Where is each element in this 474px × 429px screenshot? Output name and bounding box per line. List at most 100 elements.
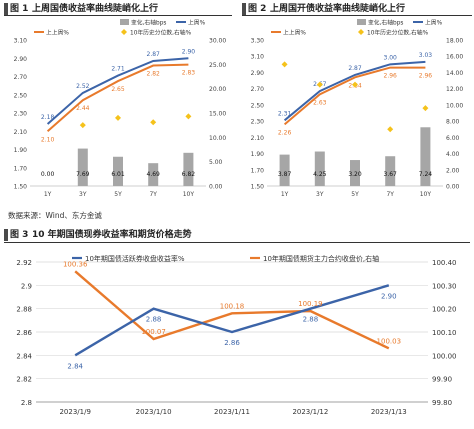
chart3-yleft-tick: 2.92	[16, 259, 32, 267]
chart1-line-label: 2.83	[182, 70, 196, 77]
chart2-bar-label: 3.87	[278, 171, 292, 178]
chart2-bar-label: 7.24	[419, 171, 433, 178]
chart1-yright-tick: 30.00	[209, 38, 226, 45]
chart1-yleft-tick: 3.10	[14, 38, 28, 45]
chart2-yright-tick: 12.00	[446, 86, 463, 93]
chart2-yleft-tick: 3.30	[251, 38, 265, 45]
chart3-yright-tick: 99.90	[432, 376, 452, 384]
figure-1-header: 图 1 上周国债收益率曲线陡峭化上行	[4, 3, 234, 15]
chart2-line-label: 3.00	[384, 54, 398, 61]
chart1-line-label: 2.10	[41, 136, 55, 143]
chart-3: 2.8 2.82 2.84 2.86 2.88 2.9 2.92 99.80 99.90 100.…	[16, 254, 457, 416]
figure-3-header: 图 3 10 年期国债现券收益率和期货价格走势	[4, 229, 472, 241]
chart3-yleft-tick: 2.82	[16, 376, 32, 384]
chart2-legend-prev-week: 上上周%	[283, 29, 306, 37]
chart1-line-prev-week	[46, 63, 189, 133]
chart1-legend-swatch-percentile	[121, 29, 127, 35]
chart2-yright-tick: 0.00	[446, 184, 460, 191]
figure-1-marker	[4, 3, 8, 15]
chart1-x-tick: 1Y	[44, 191, 52, 198]
chart3-yright-tick: 100.30	[432, 282, 457, 290]
chart1-yleft-tick: 2.50	[14, 92, 28, 99]
chart1-line-label: 2.90	[182, 48, 196, 55]
chart3-yleft-tick: 2.8	[21, 399, 32, 407]
chart1-legend-percentile: 10年历史分位数,右轴%	[130, 29, 192, 37]
chart1-yright-tick: 25.00	[209, 62, 226, 69]
chart1-bar	[148, 163, 159, 186]
chart2-bar-label: 3.67	[384, 171, 398, 178]
chart2-yleft-tick: 2.30	[251, 119, 265, 126]
chart1-bar-label: 4.69	[147, 171, 161, 178]
chart3-price-label: 100.19	[298, 300, 323, 308]
chart3-x-tick: 2023/1/12	[292, 408, 328, 416]
chart2-line-label: 2.96	[419, 73, 433, 80]
chart3-price-label: 100.18	[220, 302, 245, 310]
chart3-yright-tick: 100.10	[432, 329, 457, 337]
chart2-bar	[350, 160, 360, 186]
chart3-line-futures-price	[74, 270, 390, 350]
chart2-legend-last-week: 上周%	[425, 19, 443, 27]
chart1-x-tick: 7Y	[149, 191, 157, 198]
figure-2-number: 图 2	[248, 4, 267, 14]
chart2-yleft-tick: 2.90	[251, 70, 265, 77]
chart3-yield-label: 2.88	[146, 316, 162, 324]
chart2-legend-percentile: 10年历史分位数,右轴%	[367, 29, 429, 37]
figure-3-rule	[4, 242, 470, 243]
chart2-percentile-marker	[316, 81, 323, 88]
chart3-x-tick: 2023/1/11	[214, 408, 250, 416]
chart1-bar	[183, 152, 194, 186]
chart3-yright-tick: 99.80	[432, 399, 452, 407]
chart2-yright-tick: 8.00	[446, 119, 460, 126]
chart2-yright-tick: 18.00	[446, 38, 463, 45]
chart2-line-last-week	[283, 60, 426, 122]
figure-2-title: 上周国开债收益率曲线陡峭化上行	[270, 4, 406, 14]
chart1-yright-tick: 5.00	[209, 159, 223, 166]
chart1-yleft-tick: 2.10	[14, 129, 28, 136]
chart1-yleft-tick: 2.70	[14, 74, 28, 81]
chart2-x-tick: 3Y	[316, 191, 324, 198]
chart3-yleft-tick: 2.88	[16, 306, 32, 314]
chart3-yield-label: 2.90	[381, 292, 397, 300]
chart2-yleft-tick: 2.10	[251, 135, 265, 142]
chart3-yleft-tick: 2.86	[16, 329, 32, 337]
chart3-yield-label: 2.86	[224, 339, 240, 347]
chart3-price-label: 100.36	[63, 260, 88, 268]
chart3-yright-tick: 100.40	[432, 259, 457, 267]
chart3-yield-label: 2.88	[303, 316, 319, 324]
chart2-legend-swatch-percentile	[358, 29, 364, 35]
figure-1-number: 图 1	[10, 4, 29, 14]
chart1-legend-prev-week: 上上周%	[46, 29, 69, 37]
chart1-line-last-week	[46, 57, 189, 125]
chart2-x-tick: 5Y	[351, 191, 359, 198]
chart2-yleft-tick: 3.10	[251, 54, 265, 61]
chart3-legend-price: 10年期国债期货主力合约收盘价,右轴	[263, 254, 379, 263]
chart2-percentile-marker	[422, 105, 429, 112]
chart1-x-tick: 10Y	[183, 191, 195, 198]
chart2-yleft-tick: 1.70	[251, 167, 265, 174]
chart1-bar-label: 0.00	[41, 171, 55, 178]
chart2-legend-swatch-change	[357, 19, 366, 25]
chart2-yleft-tick: 2.50	[251, 102, 265, 109]
chart3-price-label: 100.07	[141, 328, 166, 336]
chart1-yright-tick: 20.00	[209, 86, 226, 93]
chart1-bar	[113, 156, 123, 186]
data-source: 数据来源：Wind、东方金诚	[8, 211, 102, 220]
chart3-x-tick: 2023/1/13	[371, 408, 407, 416]
chart3-yright-tick: 100.00	[432, 352, 457, 360]
chart2-x-tick: 1Y	[281, 191, 289, 198]
chart2-bar	[314, 151, 325, 186]
chart2-yright-tick: 16.00	[446, 54, 463, 61]
chart1-bar-label: 6.82	[182, 171, 196, 178]
chart2-x-tick: 10Y	[420, 191, 432, 198]
chart2-line-label: 2.87	[348, 65, 362, 72]
chart1-yleft-tick: 1.90	[14, 147, 28, 154]
chart2-percentile-marker	[281, 61, 288, 68]
chart1-percentile-marker	[79, 122, 86, 129]
chart2-yright-tick: 2.00	[446, 167, 460, 174]
chart2-percentile-marker	[387, 126, 394, 133]
figure-3-number: 图 3	[10, 230, 29, 240]
chart1-legend-last-week: 上周%	[188, 19, 206, 27]
chart2-bar	[420, 127, 431, 186]
chart1-line-label: 2.71	[111, 66, 125, 73]
chart3-yield-label: 2.84	[67, 362, 83, 370]
